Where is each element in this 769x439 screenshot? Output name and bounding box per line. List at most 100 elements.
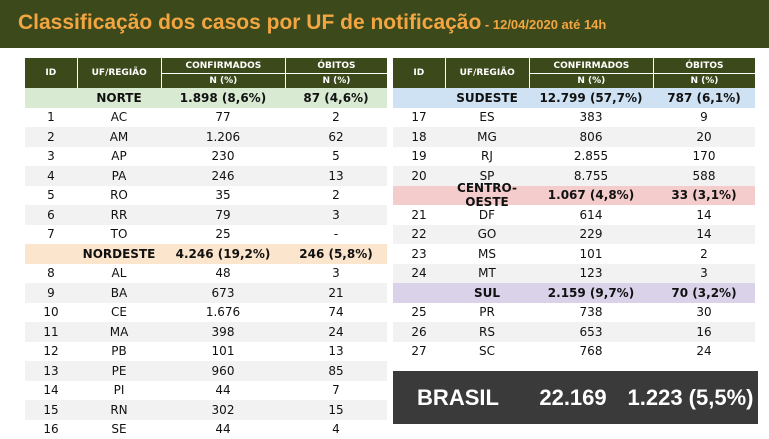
cell-id: 9 — [25, 286, 77, 300]
cell-id: 12 — [25, 344, 77, 358]
region-deaths: 70 (3,2%) — [653, 286, 755, 300]
region-confirmed: 4.246 (19,2%) — [161, 247, 285, 261]
cell-id: 1 — [25, 110, 77, 124]
cell-id: 23 — [393, 247, 445, 261]
cell-deaths: - — [285, 227, 387, 241]
cell-confirmed: 25 — [161, 227, 285, 241]
cell-uf: AP — [77, 149, 161, 163]
cell-uf: RR — [77, 208, 161, 222]
cell-deaths: 9 — [653, 110, 755, 124]
cell-id: 18 — [393, 130, 445, 144]
cell-confirmed: 1.206 — [161, 130, 285, 144]
cell-confirmed: 383 — [529, 110, 653, 124]
cell-uf: DF — [445, 208, 529, 222]
cell-deaths: 170 — [653, 149, 755, 163]
cell-confirmed: 1.676 — [161, 305, 285, 319]
cell-confirmed: 123 — [529, 266, 653, 280]
col-uf: UF/REGIÃO — [446, 58, 530, 88]
cell-confirmed: 229 — [529, 227, 653, 241]
col-deaths-label: ÓBITOS — [286, 59, 387, 74]
region-name: NORDESTE — [77, 247, 161, 261]
cell-confirmed: 230 — [161, 149, 285, 163]
cell-confirmed: 960 — [161, 364, 285, 378]
cell-confirmed: 302 — [161, 403, 285, 417]
region-confirmed: 2.159 (9,7%) — [529, 286, 653, 300]
cell-deaths: 15 — [285, 403, 387, 417]
cell-confirmed: 44 — [161, 422, 285, 436]
cell-id: 5 — [25, 188, 77, 202]
cell-deaths: 24 — [653, 344, 755, 358]
cell-deaths: 2 — [653, 247, 755, 261]
cell-deaths: 62 — [285, 130, 387, 144]
cell-confirmed: 79 — [161, 208, 285, 222]
cell-id: 11 — [25, 325, 77, 339]
cell-deaths: 2 — [285, 110, 387, 124]
cell-confirmed: 673 — [161, 286, 285, 300]
col-deaths-label: ÓBITOS — [654, 59, 755, 74]
cell-deaths: 3 — [285, 266, 387, 280]
col-confirmed-sub: N (%) — [162, 74, 285, 88]
cell-deaths: 24 — [285, 325, 387, 339]
cell-deaths: 20 — [653, 130, 755, 144]
cell-id: 8 — [25, 266, 77, 280]
col-id: ID — [25, 58, 78, 88]
region-confirmed: 1.067 (4,8%) — [529, 188, 653, 202]
cell-id: 21 — [393, 208, 445, 222]
cell-id: 16 — [25, 422, 77, 436]
region-deaths: 33 (3,1%) — [653, 188, 755, 202]
cell-confirmed: 398 — [161, 325, 285, 339]
cell-uf: MG — [445, 130, 529, 144]
cell-uf: PA — [77, 169, 161, 183]
col-confirmed-label: CONFIRMADOS — [162, 59, 285, 74]
cell-deaths: 3 — [653, 266, 755, 280]
cell-confirmed: 653 — [529, 325, 653, 339]
total-label: BRASIL — [393, 385, 523, 411]
cell-deaths: 85 — [285, 364, 387, 378]
cell-deaths: 2 — [285, 188, 387, 202]
cell-id: 3 — [25, 149, 77, 163]
col-deaths-sub: N (%) — [286, 74, 387, 88]
cell-deaths: 13 — [285, 169, 387, 183]
cell-uf: RN — [77, 403, 161, 417]
cell-confirmed: 101 — [161, 344, 285, 358]
cell-uf: RS — [445, 325, 529, 339]
cell-uf: AM — [77, 130, 161, 144]
cell-uf: SE — [77, 422, 161, 436]
cell-uf: MA — [77, 325, 161, 339]
cell-id: 2 — [25, 130, 77, 144]
region-deaths: 787 (6,1%) — [653, 91, 755, 105]
cell-id: 25 — [393, 305, 445, 319]
cell-id: 19 — [393, 149, 445, 163]
region-name: NORTE — [77, 91, 161, 105]
cell-uf: BA — [77, 286, 161, 300]
col-id: ID — [393, 58, 446, 88]
cell-confirmed: 2.855 — [529, 149, 653, 163]
region-confirmed: 1.898 (8,6%) — [161, 91, 285, 105]
cell-deaths: 21 — [285, 286, 387, 300]
cell-deaths: 588 — [653, 169, 755, 183]
region-confirmed: 12.799 (57,7%) — [529, 91, 653, 105]
region-name: CENTRO-OESTE — [445, 181, 529, 209]
